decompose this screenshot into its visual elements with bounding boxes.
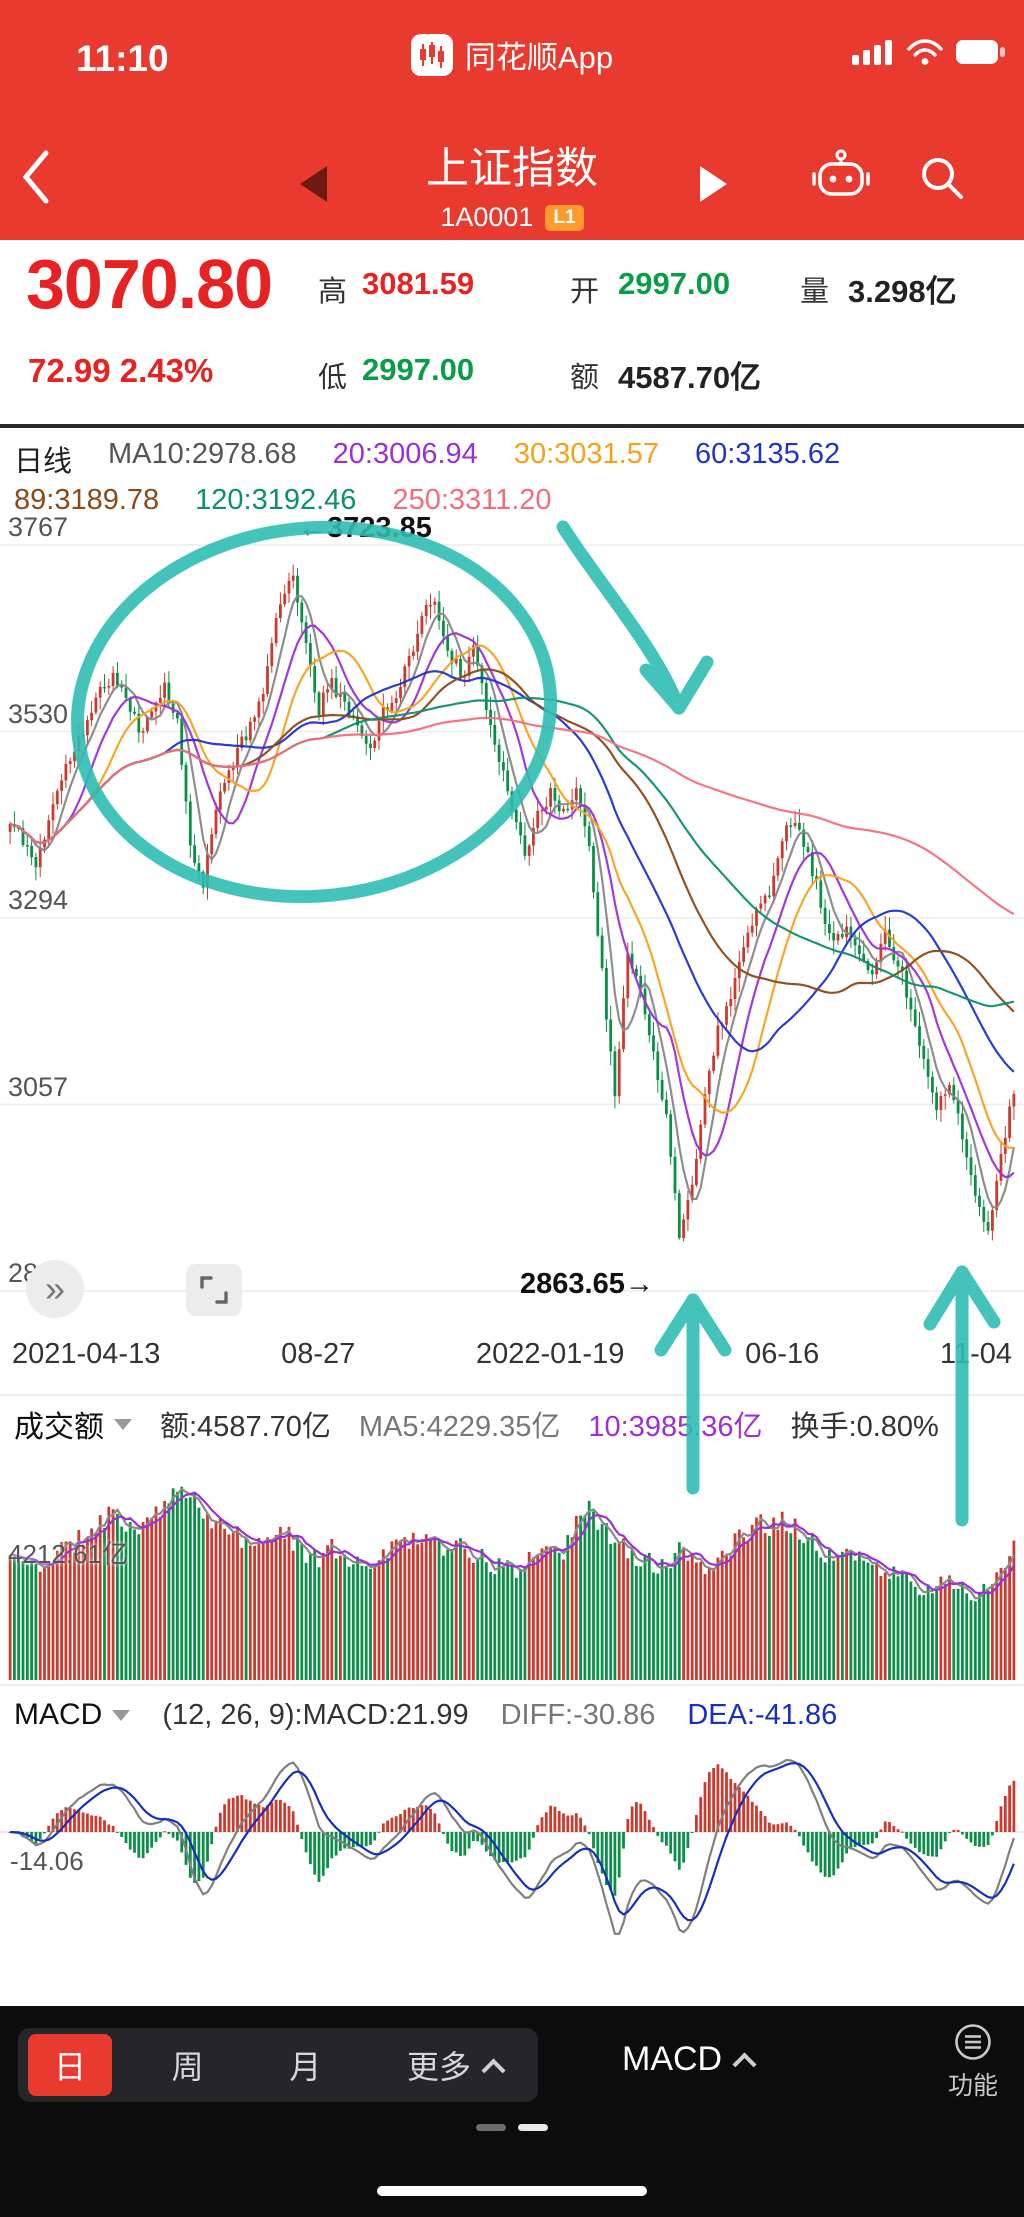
tab-more[interactable]: 更多 — [381, 2034, 528, 2096]
stock-code: 1A0001 — [440, 202, 534, 232]
menu-circle-icon — [955, 2024, 991, 2060]
y-axis-label: 3294 — [8, 885, 69, 915]
low-value: 2997.00 — [362, 352, 475, 387]
history-scroll-button[interactable]: » — [26, 1260, 84, 1318]
ma-legend-row-1: 日线 MA10:2978.68 20:3006.94 30:3031.57 60… — [14, 438, 840, 480]
page-dot — [518, 2124, 548, 2131]
section-divider — [0, 424, 1024, 428]
status-app[interactable]: 同花顺App — [0, 32, 1024, 77]
ma89-legend: 89:3189.78 — [14, 484, 160, 516]
functions-button[interactable]: 功能 — [938, 2022, 1008, 2102]
volume-axis-label: 4212.61亿 — [8, 1539, 128, 1569]
high-annotation: ←3723.85 — [298, 512, 432, 544]
y-axis-label: 3530 — [8, 698, 69, 729]
macd-panel-header: MACD (12, 26, 9):MACD:21.99 DIFF:-30.86 … — [14, 1698, 837, 1732]
stock-code-row: 1A0001 L1 — [0, 202, 1024, 233]
high-label: 高 — [318, 276, 348, 308]
volume-label: 量 — [800, 276, 830, 308]
dropdown-caret-icon — [112, 1709, 131, 1721]
ma250-legend: 250:3311.20 — [392, 484, 552, 516]
divider — [0, 1394, 1024, 1396]
low-label: 低 — [318, 362, 348, 394]
x-axis-label: 06-16 — [745, 1338, 820, 1370]
high-value: 3081.59 — [362, 266, 475, 301]
chevron-up-icon — [732, 2052, 757, 2077]
status-icons — [852, 38, 1006, 66]
status-app-name: 同花顺App — [464, 40, 614, 75]
x-axis-label: 08-27 — [281, 1338, 356, 1370]
volume-indicator-selector[interactable]: 成交额 — [14, 1402, 132, 1446]
app-logo-icon — [410, 33, 453, 76]
candlestick-chart[interactable] — [0, 530, 1024, 1336]
divider — [0, 1684, 1024, 1686]
x-axis-label: 2022-01-19 — [475, 1338, 625, 1370]
period-selector[interactable]: 日线 — [14, 446, 73, 478]
turnover-stat: 换手:0.80% — [790, 1411, 939, 1443]
assistant-robot-icon[interactable] — [812, 148, 870, 207]
macd-axis-label: -14.06 — [10, 1846, 84, 1876]
macd-indicator-selector[interactable]: MACD — [14, 1698, 131, 1732]
volume-value: 3.298亿 — [848, 274, 957, 309]
ma30-legend: 30:3031.57 — [513, 438, 659, 470]
battery-icon — [956, 40, 1005, 64]
status-time: 11:10 — [76, 38, 169, 79]
home-indicator[interactable] — [377, 2186, 647, 2196]
amount-value: 4587.70亿 — [618, 360, 762, 395]
macd-params-stat: (12, 26, 9):MACD:21.99 — [162, 1698, 469, 1731]
x-axis-label: 11-04 — [939, 1338, 1012, 1370]
dropdown-caret-icon — [114, 1418, 132, 1430]
bottom-toolbar: 日 周 月 更多 MACD 功能 — [0, 2006, 1024, 2217]
open-value: 2997.00 — [618, 266, 731, 301]
volume-panel-header: 成交额 额:4587.70亿 MA5:4229.35亿 10:3985.36亿 … — [14, 1402, 939, 1446]
next-stock-button[interactable] — [700, 166, 727, 202]
price-change: 72.99 2.43% — [28, 352, 214, 389]
page-indicator — [0, 2124, 1024, 2131]
x-axis-label: 2021-04-13 — [12, 1338, 161, 1370]
ma120-legend: 120:3192.46 — [195, 484, 357, 516]
macd-diff-stat: DIFF:-30.86 — [500, 1698, 656, 1731]
tab-month[interactable]: 月 — [289, 2049, 322, 2085]
period-tab-group: 日 周 月 更多 — [18, 2028, 538, 2102]
search-icon[interactable] — [916, 152, 968, 209]
level-badge: L1 — [545, 204, 584, 231]
tab-day[interactable]: 日 — [28, 2034, 113, 2096]
ma-legend-row-2: 89:3189.78 120:3192.46 250:3311.20 — [14, 484, 552, 517]
indicator-selector[interactable]: MACD — [622, 2040, 757, 2079]
ma20-legend: 20:3006.94 — [332, 438, 478, 470]
volume-ma5-stat: MA5:4229.35亿 — [358, 1411, 561, 1443]
signal-icon — [852, 40, 892, 65]
fullscreen-button[interactable] — [186, 1264, 242, 1316]
page-dot — [476, 2124, 506, 2131]
app-header: 11:10 同花顺App — [0, 0, 1024, 240]
volume-amount-stat: 额:4587.70亿 — [160, 1411, 331, 1443]
y-axis-label: 3057 — [8, 1071, 69, 1102]
last-price: 3070.80 — [26, 245, 273, 323]
prev-stock-button[interactable] — [300, 166, 327, 202]
macd-dea-stat: DEA:-41.86 — [687, 1698, 838, 1731]
y-axis-label: 3767 — [8, 512, 69, 542]
volume-chart[interactable] — [0, 1452, 1024, 1680]
ma10-legend: MA10:2978.68 — [108, 438, 297, 470]
amount-label: 额 — [570, 362, 600, 394]
ma60-legend: 60:3135.62 — [694, 438, 841, 470]
x-axis-labels: 2021-04-13 08-27 2022-01-19 06-16 11-04 — [0, 1338, 1024, 1388]
tab-week[interactable]: 周 — [171, 2049, 204, 2085]
page-title: 上证指数 — [426, 145, 598, 193]
wifi-icon — [907, 39, 943, 65]
low-annotation: 2863.65→ — [520, 1268, 654, 1300]
macd-chart[interactable] — [0, 1750, 1024, 1986]
open-label: 开 — [570, 276, 600, 308]
back-button[interactable] — [20, 148, 52, 211]
chevron-up-icon — [481, 2057, 506, 2083]
volume-ma10-stat: 10:3985.36亿 — [588, 1411, 763, 1443]
